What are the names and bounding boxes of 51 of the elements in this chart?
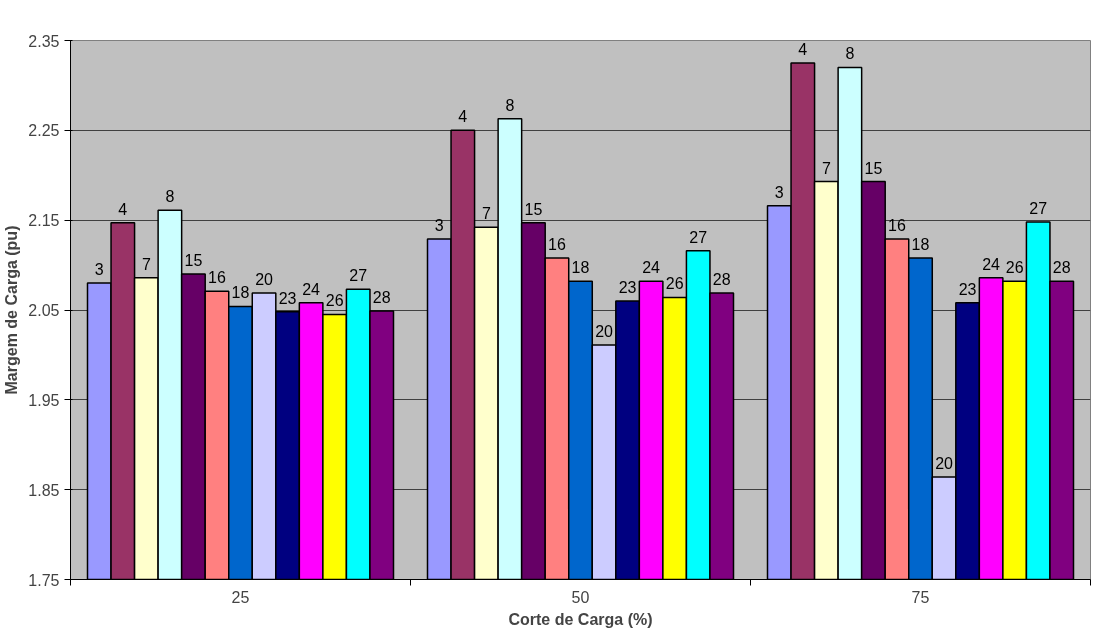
- text: 27: [689, 228, 708, 246]
- series-label: 16: [548, 235, 566, 253]
- y-tick-label: 2.05: [28, 302, 60, 319]
- text: 20: [935, 455, 953, 473]
- text: 20: [595, 323, 613, 341]
- y-tick-label: 1.85: [28, 481, 60, 499]
- text: 27: [1029, 199, 1048, 217]
- x-axis-title: Corte de Carga (%): [508, 610, 653, 628]
- text: 7: [821, 159, 831, 177]
- text: 8: [845, 45, 855, 63]
- text: 23: [618, 279, 637, 297]
- text: 15: [524, 200, 543, 218]
- series-label: 18: [911, 235, 930, 253]
- text: 3: [774, 183, 784, 201]
- y-tick-label: 2.25: [28, 122, 60, 140]
- text: 23: [958, 280, 977, 298]
- series-label: 26: [325, 292, 344, 310]
- series-label: 7: [141, 255, 151, 273]
- text: 18: [231, 284, 250, 302]
- text: 8: [505, 96, 515, 114]
- text: 24: [982, 255, 1001, 273]
- y-tick-label: 2.35: [28, 32, 60, 50]
- text: 28: [712, 270, 731, 288]
- series-label: 8: [165, 188, 175, 206]
- series-label: 23: [278, 289, 297, 307]
- text: 15: [864, 159, 883, 177]
- x-tick-label: 25: [231, 588, 250, 606]
- text: 26: [1005, 259, 1024, 277]
- text: 16: [888, 217, 906, 235]
- y-axis-title: Margem de Carga (pu): [3, 225, 21, 395]
- series-label: 24: [302, 280, 321, 298]
- text: 4: [458, 108, 468, 126]
- y-tick-label: 1.75: [28, 571, 60, 589]
- series-label: 20: [255, 270, 274, 288]
- x-tick-label: 50: [571, 588, 590, 606]
- series-label: 28: [372, 288, 391, 306]
- text: 18: [571, 259, 590, 277]
- text: 16: [208, 269, 226, 287]
- series-label: 27: [349, 267, 368, 285]
- text: 7: [481, 205, 491, 223]
- text: 28: [1052, 259, 1071, 277]
- series-label: 4: [118, 200, 128, 218]
- series-label: 3: [94, 261, 104, 279]
- y-tick-label: 2.15: [28, 212, 60, 230]
- text: 4: [798, 40, 808, 58]
- text: 24: [642, 259, 661, 277]
- series-label: 15: [184, 252, 203, 270]
- x-tick-label: 75: [911, 588, 930, 606]
- y-tick-label: 1.95: [28, 391, 60, 409]
- text: 26: [665, 275, 684, 293]
- text: 3: [434, 217, 444, 235]
